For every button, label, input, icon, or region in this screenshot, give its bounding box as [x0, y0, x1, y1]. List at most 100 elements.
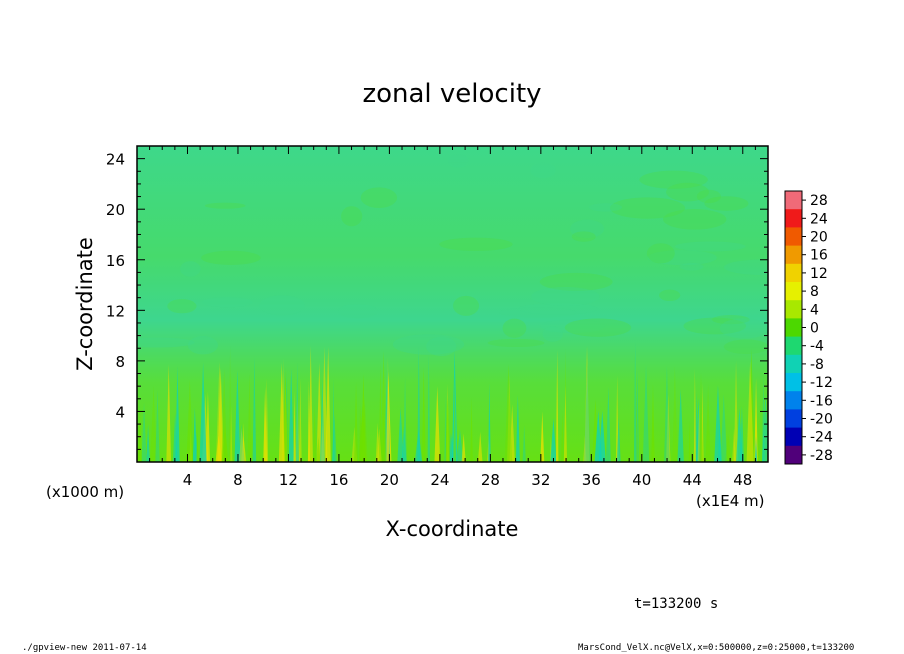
streak-mark [666, 393, 671, 462]
streak-mark [693, 368, 697, 462]
patch-mark [204, 202, 246, 209]
streak-mark [238, 427, 245, 462]
heatmap-background [137, 146, 768, 462]
patch-mark [453, 295, 480, 316]
patch-mark [337, 303, 378, 319]
streak-mark [705, 384, 711, 462]
patch-mark [202, 297, 253, 308]
colorbar-label: -16 [810, 393, 833, 409]
streak-mark [509, 404, 515, 462]
patch-mark [639, 170, 708, 189]
streak-mark [192, 407, 198, 462]
patch-mark [531, 286, 600, 306]
patch-mark [426, 336, 457, 357]
patch-mark [542, 326, 563, 342]
streak-mark [724, 433, 732, 462]
streak-mark [316, 362, 323, 462]
patch-mark [540, 319, 605, 334]
patch-mark [392, 334, 465, 355]
streak-mark [221, 425, 229, 462]
streak-mark [354, 381, 358, 462]
streak-mark [461, 433, 466, 462]
time-label: t=133200 s [634, 596, 719, 612]
colorbar: 28 24 20 16 12 8 4 0 -4 -8 -12 -16 -20 -24 -28 [784, 190, 833, 465]
streak-mark [265, 377, 269, 462]
patch-mark [659, 289, 681, 302]
streak-mark [215, 435, 222, 462]
streak-mark [584, 363, 591, 462]
streak-mark [584, 345, 590, 462]
colorbar-label: -12 [810, 375, 833, 391]
streak-mark [522, 425, 526, 462]
colorbar-label: 20 [810, 230, 828, 246]
streak-mark [172, 412, 178, 462]
x-tick-label: 4 [183, 471, 193, 489]
streak-mark [754, 377, 758, 462]
patch-mark [564, 318, 632, 337]
streak-mark [761, 374, 765, 462]
streak-mark [313, 404, 317, 462]
colorbar-swatch [785, 427, 802, 447]
patch-mark [662, 209, 727, 230]
streak-mark [146, 424, 150, 462]
patch-mark [569, 219, 605, 239]
patch-mark [571, 231, 596, 242]
patch-mark [180, 261, 201, 277]
x-tick-label: 48 [733, 471, 752, 489]
patch-mark [137, 337, 195, 348]
patch-mark [666, 182, 710, 202]
streak-mark [633, 342, 637, 462]
streak-mark [401, 425, 407, 462]
patch-mark [696, 189, 721, 204]
streak-mark [376, 428, 382, 462]
streak-mark [488, 382, 491, 462]
streak-mark [321, 421, 324, 462]
colorbar-swatch [785, 354, 802, 374]
streak-mark [642, 364, 650, 462]
patch-mark [502, 318, 527, 338]
streak-mark [378, 361, 382, 462]
patch-mark [609, 197, 686, 219]
patch-mark [539, 272, 613, 291]
streak-mark [380, 350, 387, 462]
x-tick-label: 20 [380, 471, 399, 489]
patch-mark [683, 317, 747, 335]
y-axis-label: Z-coordinate [73, 237, 97, 371]
patch-mark [530, 162, 556, 179]
colorbar-label: -4 [810, 339, 824, 355]
y-tick-label: 12 [106, 302, 125, 320]
streak-mark [166, 364, 172, 462]
streak-mark [560, 410, 564, 462]
streak-mark [319, 377, 325, 462]
colorbar-swatch [785, 191, 802, 210]
streak-mark [672, 365, 678, 462]
streak-mark [288, 368, 294, 462]
patch-mark [167, 299, 197, 314]
streak-mark [321, 346, 328, 462]
x-axis-ticks: 4 8 12 16 20 24 28 32 36 40 44 48 [149, 146, 756, 489]
colorbar-label: 0 [810, 321, 819, 337]
streak-mark [563, 385, 568, 462]
streak-mark [381, 413, 386, 462]
x-tick-label: 32 [531, 471, 550, 489]
heatmap-area [137, 146, 768, 462]
patch-mark [647, 250, 717, 266]
colorbar-label: -20 [810, 412, 833, 428]
streak-mark [150, 385, 157, 462]
colorbar-swatch [785, 409, 802, 429]
streak-mark [417, 346, 421, 462]
streak-mark [470, 396, 473, 462]
streak-mark [332, 378, 335, 462]
streak-mark [375, 422, 380, 462]
streak-mark [583, 435, 587, 462]
streak-mark [238, 424, 245, 462]
streak-mark [444, 393, 447, 462]
y-tick-label: 24 [106, 151, 125, 169]
streak-mark [720, 394, 728, 462]
colorbar-swatch [785, 373, 802, 392]
chart-title: zonal velocity [362, 79, 541, 109]
streak-mark [293, 390, 296, 462]
x-tick-label: 28 [481, 471, 500, 489]
patch-mark [724, 259, 768, 275]
